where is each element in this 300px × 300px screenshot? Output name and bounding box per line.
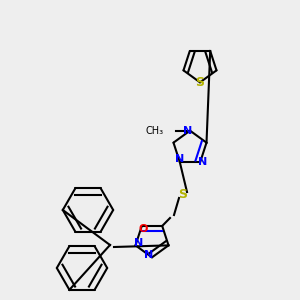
- Text: N: N: [175, 154, 184, 164]
- Text: N: N: [198, 157, 207, 167]
- Text: S: S: [178, 188, 188, 202]
- Text: N: N: [183, 126, 193, 136]
- Text: S: S: [196, 76, 205, 89]
- Text: O: O: [138, 224, 148, 234]
- Text: CH₃: CH₃: [146, 126, 164, 136]
- Text: N: N: [134, 238, 143, 248]
- Text: N: N: [144, 250, 154, 260]
